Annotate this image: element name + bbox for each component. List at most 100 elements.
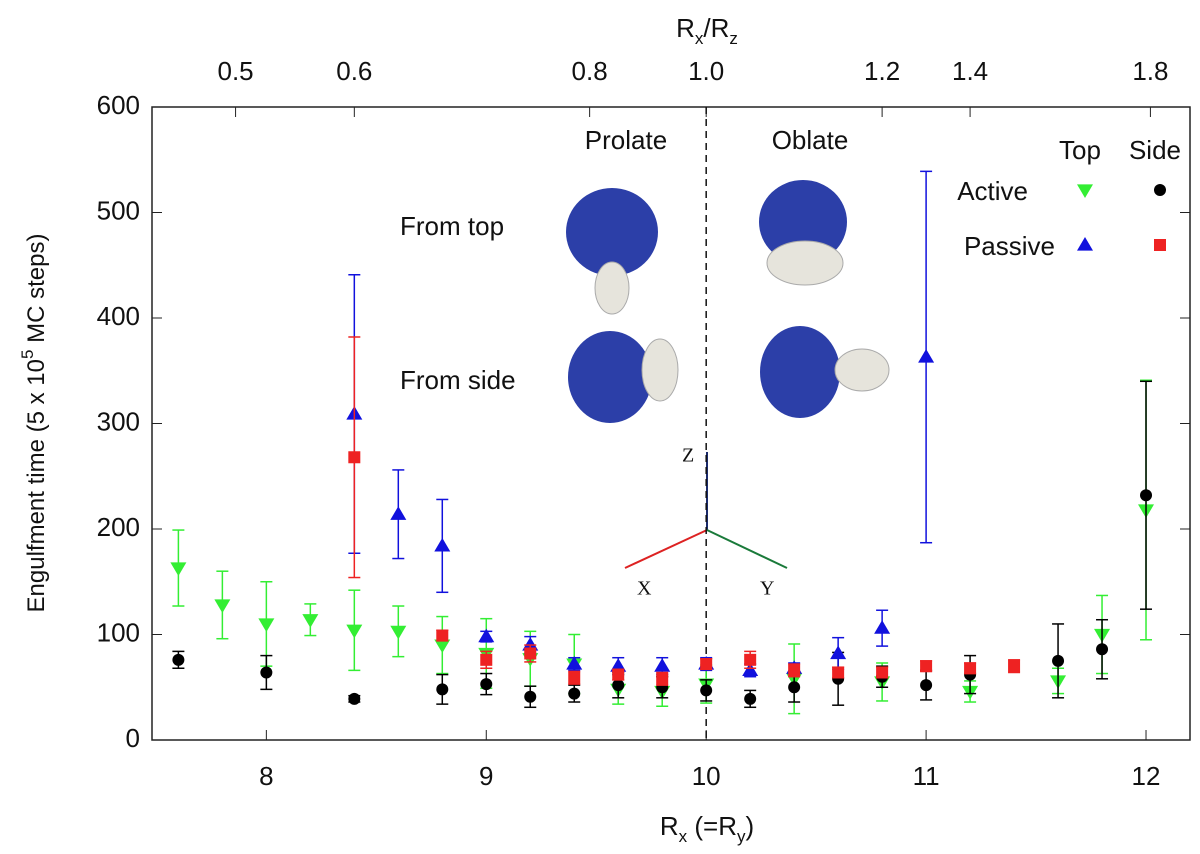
marker <box>568 687 581 700</box>
marker <box>170 562 187 577</box>
x2-tick-label: 0.6 <box>336 56 372 86</box>
marker <box>480 678 493 691</box>
x2-tick-label: 1.2 <box>864 56 900 86</box>
particle-shape <box>594 261 630 315</box>
label-part: (=R <box>687 811 737 841</box>
x2-tick-label: 0.8 <box>572 56 608 86</box>
inset-shapes <box>566 180 890 569</box>
marker <box>610 658 627 672</box>
legend-row: Active <box>957 176 1028 206</box>
triad-label: X <box>637 578 652 600</box>
annotation: From side <box>400 365 516 395</box>
x-tick-label: 11 <box>913 761 940 791</box>
marker <box>436 629 449 642</box>
x-tick-label: 10 <box>692 761 721 791</box>
annotation: Prolate <box>585 125 667 155</box>
legend-row: Passive <box>964 231 1055 261</box>
marker <box>524 690 537 703</box>
label-part: z <box>729 29 738 48</box>
x-tick-label: 8 <box>259 761 273 791</box>
marker <box>744 692 757 705</box>
cell-shape <box>568 331 652 423</box>
annotation: Oblate <box>772 125 849 155</box>
label-part: Engulfment time (5 x 10 <box>23 359 50 612</box>
marker <box>480 653 493 666</box>
marker <box>1096 643 1109 656</box>
x2-tick-label: 0.5 <box>217 56 253 86</box>
x2-tick-label: 1.8 <box>1132 56 1168 86</box>
marker <box>832 666 845 679</box>
x2-tick-label: 1.4 <box>952 56 988 86</box>
marker <box>700 684 713 697</box>
y-axis-label: Engulfment time (5 x 105 MC steps) <box>18 234 50 613</box>
marker <box>918 349 935 363</box>
label-part: 5 <box>18 350 37 359</box>
label-part: y <box>737 827 746 846</box>
axis-arrow <box>706 529 788 569</box>
label-part: /R <box>703 13 729 43</box>
x-axis-label: Rx (=Ry) <box>660 811 754 846</box>
marker <box>1140 489 1153 502</box>
marker <box>436 683 449 696</box>
particle-shape <box>766 240 844 286</box>
particle-shape <box>641 338 679 402</box>
marker <box>258 618 275 632</box>
marker <box>260 666 273 679</box>
triad-label: Y <box>760 578 774 600</box>
marker <box>346 624 363 639</box>
legend-marker <box>1077 184 1093 198</box>
legend-column: Top <box>1059 135 1101 165</box>
marker <box>742 662 759 676</box>
marker <box>964 662 977 675</box>
label-part: ) <box>745 811 754 841</box>
marker <box>876 666 889 679</box>
marker <box>1008 660 1021 673</box>
cell-shape <box>566 188 658 276</box>
marker <box>612 668 625 681</box>
marker <box>172 653 185 666</box>
marker <box>566 656 583 670</box>
legend-marker <box>1077 237 1093 251</box>
marker <box>214 599 231 613</box>
triad-label: Z <box>682 445 694 467</box>
particle-shape <box>834 348 890 392</box>
marker <box>656 672 669 685</box>
marker <box>744 653 757 666</box>
marker <box>874 620 891 634</box>
axis-arrow <box>624 529 708 569</box>
label-part: R <box>660 811 679 841</box>
plot-frame <box>151 106 1191 741</box>
marker <box>522 637 539 651</box>
x-tick-label: 12 <box>1132 761 1161 791</box>
marker <box>434 537 451 552</box>
y-tick-label: 500 <box>97 195 140 225</box>
marker <box>920 679 933 692</box>
y-tick-label: 200 <box>97 512 140 542</box>
y-tick-label: 100 <box>97 617 140 647</box>
marker <box>788 664 801 677</box>
marker <box>348 692 361 705</box>
marker <box>654 658 671 672</box>
y-tick-label: 0 <box>126 723 140 753</box>
label-part: MC steps) <box>23 234 50 350</box>
x2-tick-label: 1.0 <box>688 56 724 86</box>
marker <box>302 614 319 628</box>
y-tick-label: 600 <box>97 90 140 120</box>
marker <box>524 647 537 660</box>
marker <box>830 645 847 660</box>
y-tick-label: 300 <box>97 406 140 436</box>
cell-shape <box>759 180 847 264</box>
y-tick-label: 400 <box>97 301 140 331</box>
marker <box>390 506 407 520</box>
cell-shape <box>760 326 840 418</box>
marker <box>1052 654 1065 667</box>
x2-axis-label: Rx/Rz <box>676 13 738 48</box>
marker <box>700 658 713 671</box>
label-part: x <box>679 827 688 846</box>
marker <box>390 625 407 640</box>
marker <box>612 679 625 692</box>
label-part: R <box>676 13 695 43</box>
marker <box>478 628 495 643</box>
marker <box>348 451 361 464</box>
legend-marker <box>1154 239 1166 251</box>
